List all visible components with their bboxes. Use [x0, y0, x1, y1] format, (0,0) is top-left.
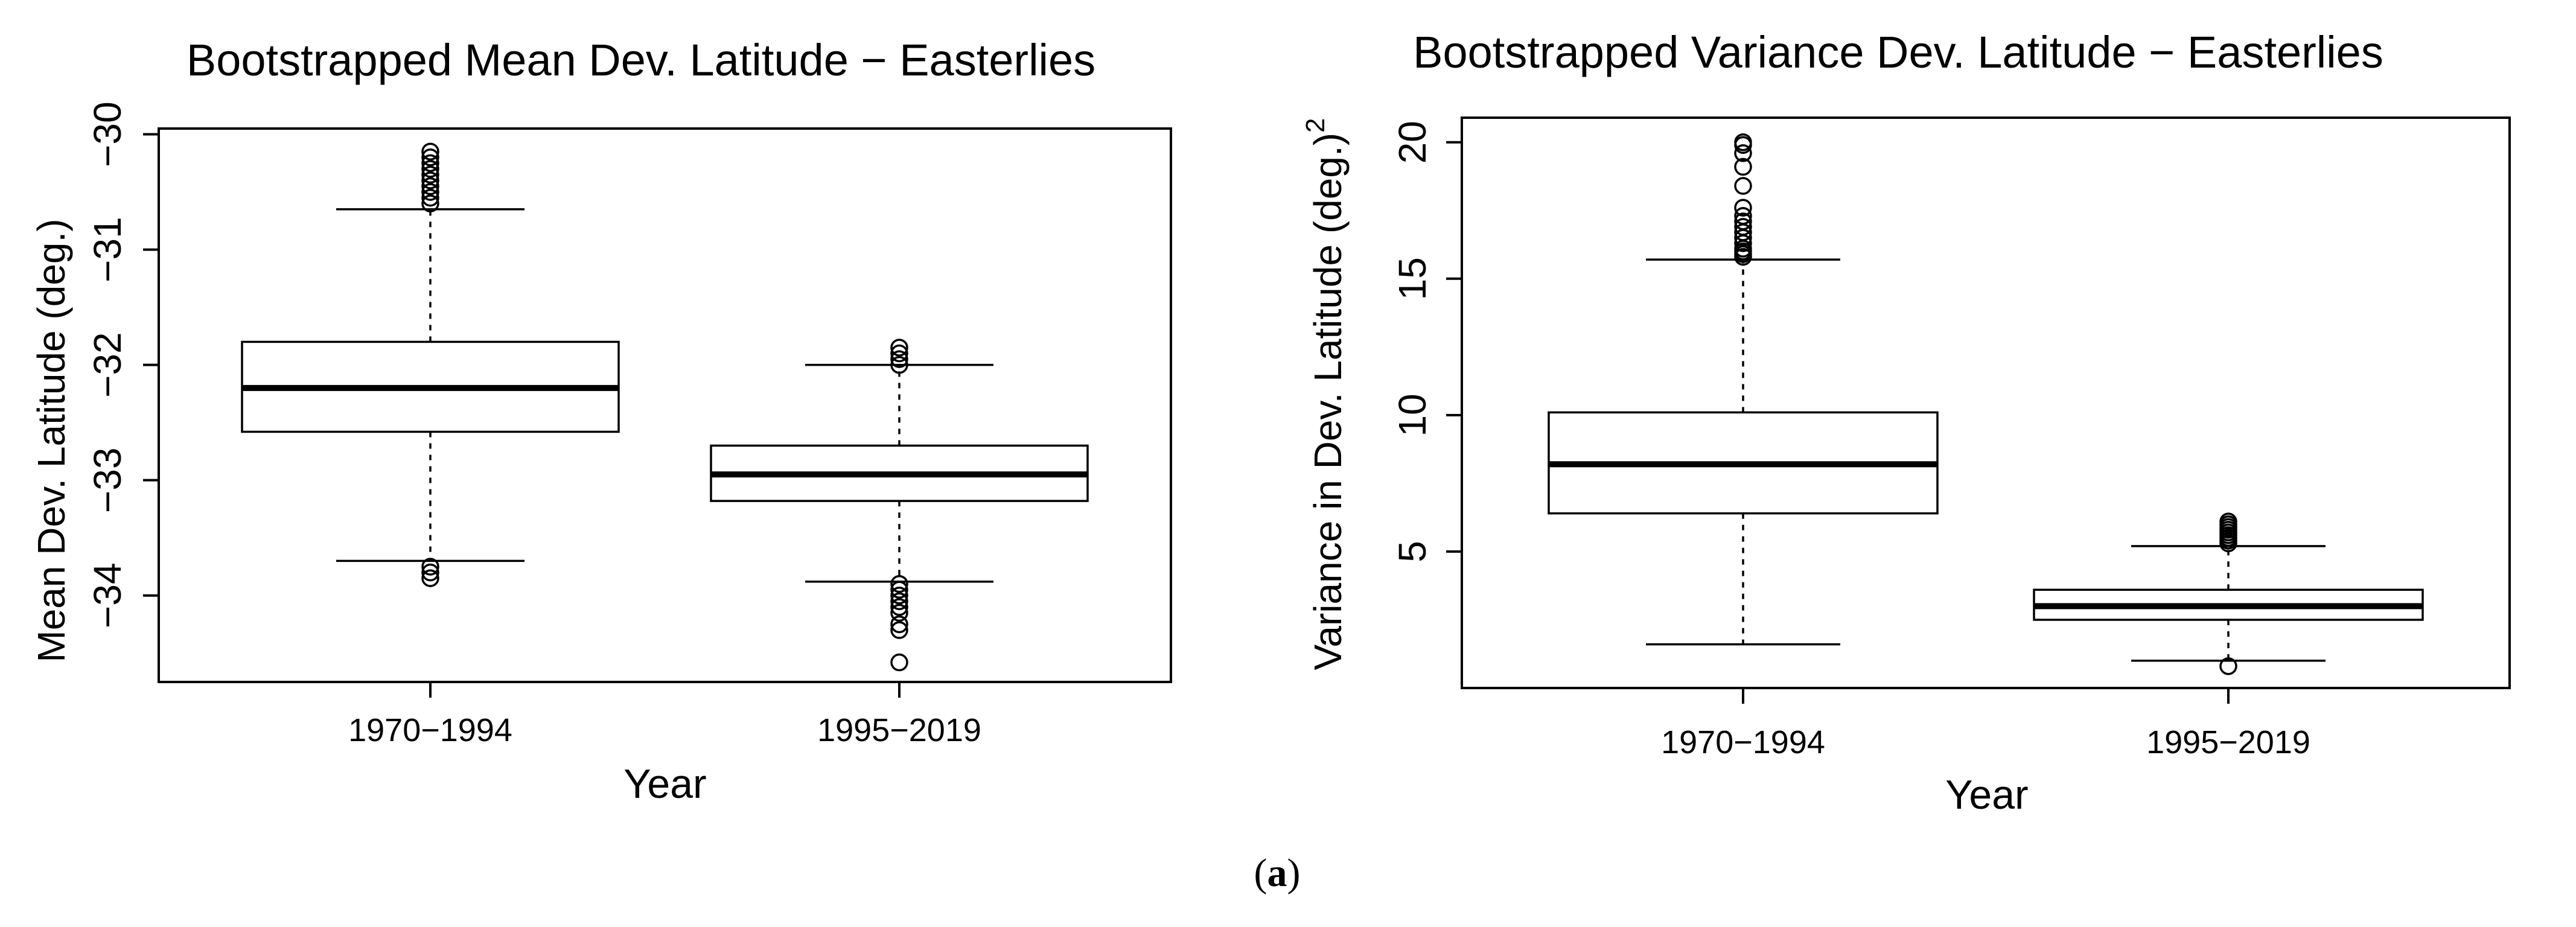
outlier-point: [1734, 199, 1752, 217]
y-axis-ticks: −30 −31 −32 −33 −34: [86, 101, 159, 628]
y-tick-label: −30: [86, 101, 129, 167]
outlier-point: [2219, 512, 2237, 530]
box-2: [2033, 512, 2424, 675]
outlier-point: [890, 592, 908, 611]
outlier-point: [1734, 133, 1752, 151]
y-tick-label: −31: [86, 217, 129, 282]
x-tick-label: 1970−1994: [348, 712, 512, 748]
y-tick-label: 10: [1391, 393, 1434, 436]
outlier-point: [1734, 158, 1752, 176]
chart-title: Bootstrapped Mean Dev. Latitude − Easter…: [187, 35, 1095, 85]
y-axis-label-text: Variance in Dev. Latitude (deg.): [1306, 133, 1350, 671]
outlier-point: [890, 350, 908, 368]
box-1: [1548, 133, 1939, 646]
y-axis-label: Variance in Dev. Latitude (deg.)2: [1301, 118, 1350, 670]
y-axis-ticks: 5 10 15 20: [1391, 121, 1462, 562]
plot-frame: [1461, 116, 2511, 689]
outlier-point: [2219, 657, 2237, 675]
y-tick-label: 20: [1391, 121, 1434, 164]
x-axis-label: Year: [1945, 772, 2028, 818]
outlier-point: [421, 569, 439, 587]
y-tick-label: 15: [1391, 257, 1434, 300]
box-series: [1548, 133, 2424, 675]
outlier-point: [421, 188, 439, 207]
caption-letter: a: [1267, 851, 1287, 895]
y-tick-label: −32: [86, 332, 129, 398]
figure-caption: (a): [1254, 851, 1301, 895]
outlier-point: [890, 653, 908, 672]
outlier-point: [421, 194, 439, 212]
outlier-point: [421, 183, 439, 201]
box-2: [710, 339, 1089, 672]
outlier-point: [421, 160, 439, 178]
outlier-point: [421, 165, 439, 184]
x-tick-label: 1970−1994: [1661, 724, 1825, 760]
outlier-point: [421, 563, 439, 582]
outlier-point: [890, 604, 908, 622]
outlier-point: [890, 575, 908, 593]
outlier-point: [421, 558, 439, 576]
x-axis-label: Year: [623, 761, 706, 807]
y-tick-label: −33: [86, 447, 129, 513]
outlier-point: [421, 154, 439, 173]
box-1: [241, 142, 620, 587]
chart-title: Bootstrapped Variance Dev. Latitude − Ea…: [1413, 27, 2383, 77]
plot-frame: [158, 127, 1172, 683]
mean-latitude-chart: Bootstrapped Mean Dev. Latitude − Easter…: [30, 35, 1172, 807]
outlier-point: [890, 598, 908, 616]
box-series: [241, 142, 1089, 672]
x-axis-ticks: 1970−1994 1995−2019: [348, 682, 981, 748]
outlier-point: [1734, 207, 1752, 225]
y-axis-label-text: Mean Dev. Latitude (deg.): [30, 218, 73, 662]
outlier-point: [1734, 144, 1752, 162]
outlier-point: [890, 355, 908, 374]
outlier-point: [1734, 218, 1752, 236]
x-axis-ticks: 1970−1994 1995−2019: [1661, 688, 2310, 760]
outlier-point: [421, 148, 439, 167]
outlier-point: [890, 581, 908, 599]
outlier-point: [890, 586, 908, 605]
y-axis-label-superscript: 2: [1301, 118, 1330, 132]
y-tick-label: −34: [86, 562, 129, 628]
x-tick-label: 1995−2019: [2146, 724, 2310, 760]
outlier-point: [421, 177, 439, 196]
outlier-point: [421, 171, 439, 190]
outlier-point: [1734, 212, 1752, 231]
variance-latitude-chart: Bootstrapped Variance Dev. Latitude − Ea…: [1301, 27, 2511, 818]
y-tick-label: 5: [1391, 541, 1434, 562]
outlier-point: [890, 615, 908, 634]
x-tick-label: 1995−2019: [817, 712, 981, 748]
outlier-point: [421, 142, 439, 161]
caption-close-paren: ): [1287, 851, 1301, 895]
y-axis-label: Mean Dev. Latitude (deg.): [30, 218, 73, 662]
outlier-point: [890, 344, 908, 363]
outlier-point: [890, 621, 908, 639]
caption-open-paren: (: [1254, 851, 1267, 895]
outlier-point: [1734, 177, 1752, 195]
outlier-point: [890, 339, 908, 357]
